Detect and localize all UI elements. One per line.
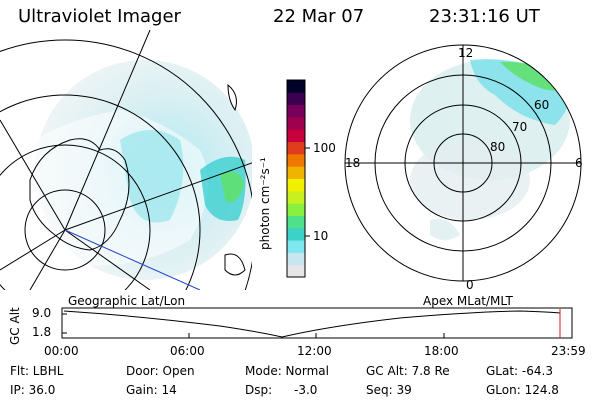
mlt-label-18: 18 [345,156,361,170]
time-tick-1200: 12:00 [297,344,332,358]
mlat-label-70: 70 [512,120,528,134]
altitude-curve [63,310,561,338]
mlt-label-0: 0 [466,278,474,292]
mlat-label-60: 60 [534,98,550,112]
colorbar-segment [287,178,305,192]
aurora-bright-left [220,171,244,203]
mlt-label-12: 12 [458,46,474,60]
dsp-value: -3.0 [294,383,318,397]
gc-alt-info: GC Alt: 7.8 Re [366,364,450,378]
colorbar-segment [287,264,305,278]
gain-info: Gain: 14 [126,383,177,397]
colorbar-segment [287,80,305,93]
altitude-ylabel: GC Alt [8,307,22,345]
colorbar-segment [287,252,305,266]
colorbar-segment [287,240,305,253]
colorbar-label: photon cm⁻²s⁻¹ [258,157,272,250]
coastline-antarctica [29,138,130,251]
mlt-label-6: 6 [575,156,583,170]
colorbar-segment [287,190,305,204]
colorbar-segment [287,203,305,216]
altitude-ytick-high: 9.0 [32,306,52,320]
altitude-strip-frame [61,307,573,339]
colorbar-segment [287,116,305,130]
colorbar-segment [287,227,305,241]
time-tick-0000: 00:00 [44,344,79,358]
colorbar-segment [287,141,305,155]
color-bar [287,80,305,278]
instrument-title: Ultraviolet Imager [18,6,181,27]
mode-info: Mode: Normal [245,364,329,378]
door-info: Door: Open [126,364,195,378]
ip-info: IP: 36.0 [10,383,56,397]
time-tick-2359: 23:59 [551,344,586,358]
colorbar-segment [287,215,305,229]
ground-track [64,229,201,290]
mlat-label-80: 80 [490,140,506,154]
seq-info: Seq: 39 [366,383,412,397]
dsp-label: Dsp: [245,383,273,397]
aurora-patch-left [120,130,184,223]
glat-info: GLat: -64.3 [486,364,553,378]
altitude-ytick-low: 1.8 [32,325,52,339]
colorbar-segment [287,153,305,167]
glon-info: GLon: 124.8 [486,383,559,397]
colorbar-segment [287,104,305,118]
colorbar-tick-100: 100 [313,141,336,155]
magnetic-map [345,45,581,281]
filter-info: Flt: LBHL [10,364,64,378]
date-label: 22 Mar 07 [273,6,365,27]
colorbar-segment [287,166,305,179]
colorbar-segment [287,129,305,143]
right-projection-label: Apex MLat/MLT [423,294,513,308]
time-tick-0600: 06:00 [170,344,205,358]
mlat-grid [344,44,582,282]
colorbar-segment [287,92,305,106]
coastline-fragment [227,83,237,112]
time-tick-1800: 18:00 [424,344,459,358]
geographic-map [0,30,252,290]
colorbar-tick-10: 10 [313,229,329,243]
left-projection-label: Geographic Lat/Lon [68,294,186,308]
time-label: 23:31:16 UT [429,6,540,27]
coastline-island [224,253,246,276]
